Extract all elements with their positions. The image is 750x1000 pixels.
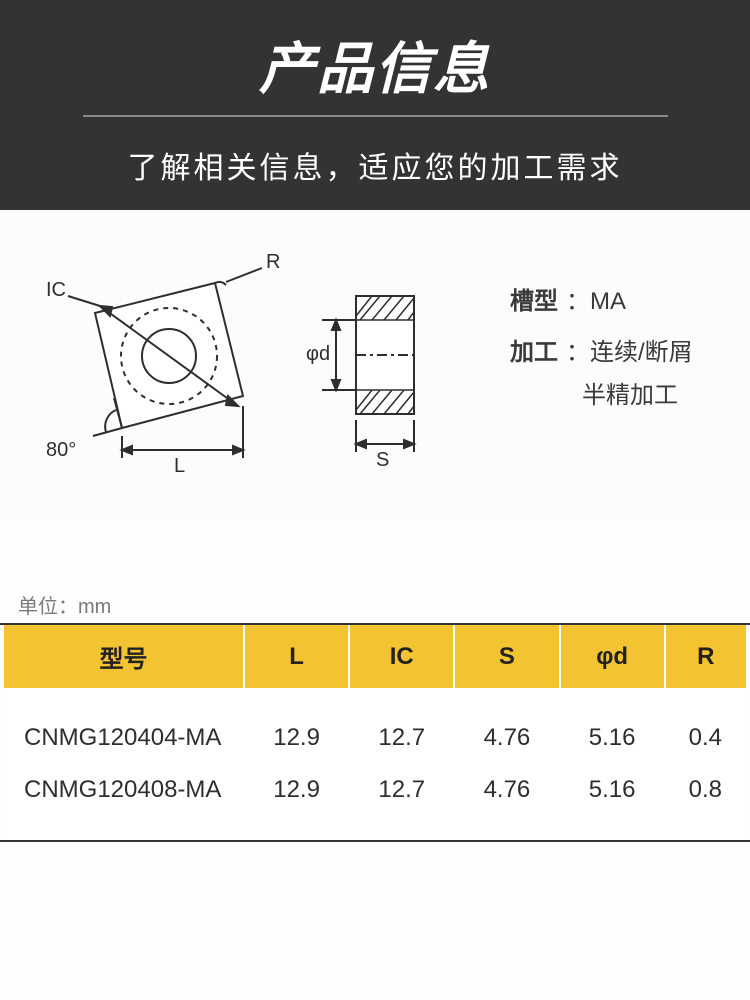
col-s: S bbox=[454, 625, 559, 688]
unit-label: 单位：mm bbox=[0, 590, 750, 619]
spec-process-value-2: 半精加工 bbox=[582, 382, 678, 409]
col-l: L bbox=[244, 625, 349, 688]
table-row: CNMG120408-MA 12.9 12.7 4.76 5.16 0.8 bbox=[4, 764, 746, 816]
label-s: S bbox=[376, 449, 389, 471]
header-banner: 产品信息 了解相关信息，适应您的加工需求 bbox=[0, 0, 750, 210]
spec-table-wrap: 型号 L IC S φd R CNMG120404-MA 12.9 12.7 4… bbox=[0, 623, 750, 842]
spec-slot: 槽型 ：MA bbox=[510, 280, 693, 323]
cell-r: 0.4 bbox=[665, 712, 746, 764]
spec-table: 型号 L IC S φd R CNMG120404-MA 12.9 12.7 4… bbox=[4, 625, 746, 840]
cell-d: 5.16 bbox=[560, 764, 665, 816]
page-title: 产品信息 bbox=[83, 24, 668, 117]
label-r: R bbox=[266, 251, 280, 273]
cell-model: CNMG120404-MA bbox=[4, 712, 244, 764]
insert-diagram: IC R L 80° S φd bbox=[40, 238, 490, 498]
cell-d: 5.16 bbox=[560, 712, 665, 764]
label-l: L bbox=[174, 455, 185, 477]
table-header-row: 型号 L IC S φd R bbox=[4, 625, 746, 688]
cell-l: 12.9 bbox=[244, 712, 349, 764]
col-d: φd bbox=[560, 625, 665, 688]
spec-list: 槽型 ：MA 加工 ：连续/断屑 半精加工 bbox=[510, 280, 693, 418]
spec-slot-value: MA bbox=[590, 288, 626, 315]
cell-l: 12.9 bbox=[244, 764, 349, 816]
col-r: R bbox=[665, 625, 746, 688]
table-row: CNMG120404-MA 12.9 12.7 4.76 5.16 0.4 bbox=[4, 712, 746, 764]
col-model: 型号 bbox=[4, 625, 244, 688]
label-angle: 80° bbox=[46, 439, 76, 461]
cell-r: 0.8 bbox=[665, 764, 746, 816]
spec-slot-label: 槽型 bbox=[510, 288, 558, 315]
diagram-section: IC R L 80° S φd 槽型 ：MA 加工 ：连续/断屑 半精加工 bbox=[0, 210, 750, 520]
cell-s: 4.76 bbox=[454, 764, 559, 816]
cell-model: CNMG120408-MA bbox=[4, 764, 244, 816]
page-subtitle: 了解相关信息，适应您的加工需求 bbox=[0, 143, 750, 187]
cell-ic: 12.7 bbox=[349, 764, 454, 816]
col-ic: IC bbox=[349, 625, 454, 688]
cell-ic: 12.7 bbox=[349, 712, 454, 764]
label-ic: IC bbox=[46, 279, 66, 301]
spec-process-label: 加工 bbox=[510, 339, 558, 366]
spec-process-value-1: 连续/断屑 bbox=[590, 339, 693, 366]
spec-process: 加工 ：连续/断屑 bbox=[510, 331, 693, 374]
label-d: φd bbox=[306, 343, 330, 365]
spec-sep: ： bbox=[566, 288, 590, 315]
spec-process-line2: 半精加工 bbox=[510, 374, 693, 417]
cell-s: 4.76 bbox=[454, 712, 559, 764]
spec-sep: ： bbox=[566, 339, 590, 366]
